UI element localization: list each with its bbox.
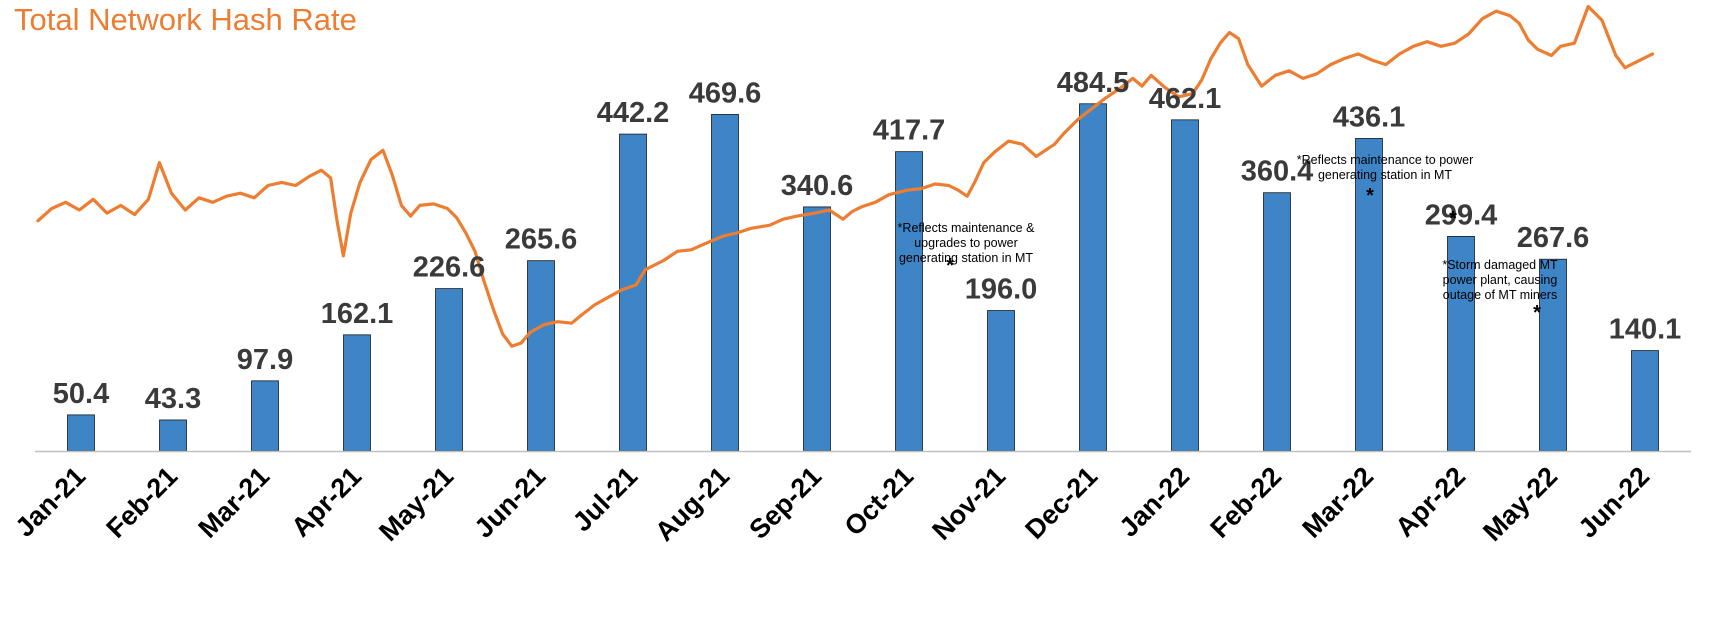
- bar-Jan-21: [67, 414, 95, 452]
- bar-Feb-22: [1263, 192, 1291, 452]
- x-tick-labels: Jan-21 Feb-21 Mar-21 Apr-21 May-21 Jun-21 Jul-…: [10, 461, 1656, 547]
- annotation-text: upgrades to power: [914, 236, 1018, 250]
- bar-value-label: 299.4: [1425, 199, 1498, 231]
- bar-value-label: 162.1: [321, 298, 394, 330]
- bar-value-label: 436.1: [1333, 101, 1406, 133]
- bar-value-label: 484.5: [1057, 67, 1130, 99]
- bars-layer: [67, 103, 1659, 452]
- bar-Apr-22: [1447, 236, 1475, 452]
- bar-Mar-21: [251, 380, 279, 452]
- x-tick-label: Mar-21: [192, 461, 275, 544]
- bar-Jun-21: [527, 260, 555, 452]
- x-tick-label: Jun-22: [1572, 461, 1655, 544]
- annotation-text: *Reflects maintenance &: [898, 221, 1036, 235]
- bar-value-label: 226.6: [413, 252, 486, 284]
- x-tick-label: Apr-22: [1390, 461, 1472, 543]
- x-tick-label: Jun-21: [468, 461, 551, 544]
- bar-value-label: 97.9: [237, 344, 293, 376]
- bar-Dec-21: [1079, 103, 1107, 452]
- bar-value-label: 267.6: [1517, 222, 1590, 254]
- bar-value-label: 196.0: [965, 274, 1038, 306]
- annotation-text: power plant, causing: [1443, 273, 1558, 287]
- labels-layer: 50.4 43.3 97.9 162.1 226.6 265.6 442.2 469.6 340…: [53, 67, 1682, 415]
- bar-Sep-21: [803, 206, 831, 452]
- annotation-text: generating station in MT: [899, 251, 1033, 265]
- bar-May-21: [435, 288, 463, 452]
- x-tick-label: Feb-22: [1204, 461, 1287, 544]
- x-tick-label: Jan-21: [10, 461, 92, 543]
- x-tick-label: Apr-21: [286, 461, 368, 543]
- bar-value-label: 462.1: [1149, 83, 1222, 115]
- x-tick-label: Dec-21: [1019, 461, 1103, 545]
- bar-Jun-22: [1631, 350, 1659, 452]
- x-tick-label: May-22: [1477, 461, 1563, 547]
- x-tick-label: Jul-21: [567, 461, 643, 537]
- x-tick-label: Oct-21: [839, 461, 920, 542]
- bar-Jul-21: [619, 133, 647, 452]
- bar-value-label: 360.4: [1241, 156, 1314, 188]
- hash-rate-line: [36, 4, 1655, 348]
- annotation-text: generating station in MT: [1318, 168, 1452, 182]
- bar-value-label: 340.6: [781, 170, 854, 202]
- bar-Oct-21: [895, 151, 923, 452]
- bar-value-label: 50.4: [53, 378, 109, 410]
- bar-value-label: 140.1: [1609, 314, 1682, 346]
- x-tick-label: Mar-22: [1296, 461, 1379, 544]
- chart-title: Total Network Hash Rate: [14, 2, 357, 37]
- x-tick-label: May-21: [373, 461, 459, 547]
- bar-Feb-21: [159, 419, 187, 452]
- x-tick-label: Jan-22: [1114, 461, 1196, 543]
- bar-Apr-21: [343, 334, 371, 452]
- bar-value-label: 442.2: [597, 97, 670, 129]
- annotation-text: *Storm damaged MT: [1442, 258, 1558, 272]
- annotation-text: *Reflects maintenance to power: [1297, 153, 1473, 167]
- x-tick-label: Sep-21: [743, 461, 827, 545]
- annotation-star: *: [1366, 185, 1374, 207]
- annotation-text: outage of MT miners: [1443, 288, 1557, 302]
- bar-value-label: 469.6: [689, 77, 762, 109]
- annotation-star: *: [1533, 302, 1541, 324]
- bar-Jan-22: [1171, 119, 1199, 452]
- line-layer: [36, 4, 1655, 348]
- bar-May-22: [1539, 258, 1567, 452]
- annotation-star: *: [1449, 208, 1457, 230]
- x-tick-label: Aug-21: [649, 461, 735, 547]
- x-tick-label: Nov-21: [926, 461, 1011, 546]
- annotation-star: *: [946, 255, 954, 277]
- bar-value-label: 265.6: [505, 224, 578, 256]
- bar-value-label: 417.7: [873, 115, 946, 147]
- bar-Aug-21: [711, 114, 739, 452]
- notes-layer: *Reflects maintenance &upgrades to power…: [898, 153, 1558, 324]
- bar-Nov-21: [987, 310, 1015, 452]
- bar-value-label: 43.3: [145, 383, 201, 415]
- x-tick-label: Feb-21: [100, 461, 183, 544]
